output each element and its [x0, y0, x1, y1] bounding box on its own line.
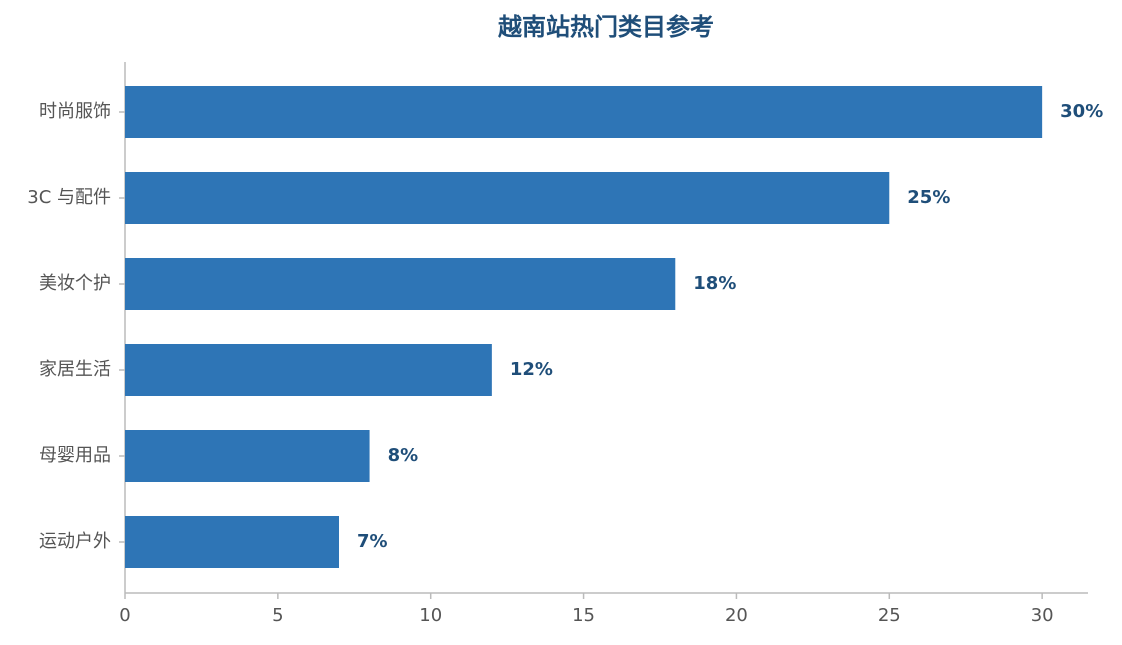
y-tick-label: 母婴用品 — [39, 445, 111, 466]
x-tick-label: 25 — [878, 605, 901, 626]
value-label: 18% — [693, 273, 736, 294]
bar — [125, 430, 370, 482]
y-tick-label: 运动户外 — [39, 531, 111, 552]
x-tick-label: 0 — [119, 605, 130, 626]
chart-title: 越南站热门类目参考 — [498, 13, 714, 41]
x-tick-label: 5 — [272, 605, 283, 626]
value-label: 25% — [907, 187, 950, 208]
bar — [125, 516, 339, 568]
x-tick-label: 10 — [419, 605, 442, 626]
x-tick-label: 30 — [1031, 605, 1054, 626]
bar — [125, 172, 890, 224]
value-label: 7% — [357, 531, 388, 552]
y-tick-label: 美妆个护 — [39, 273, 111, 294]
x-tick-label: 20 — [725, 605, 748, 626]
y-tick-label: 3C 与配件 — [27, 187, 111, 208]
bar — [125, 258, 676, 310]
y-tick-label: 家居生活 — [39, 359, 111, 380]
bar — [125, 86, 1043, 138]
value-label: 30% — [1060, 101, 1103, 122]
value-label: 8% — [388, 445, 419, 466]
y-tick-label: 时尚服饰 — [39, 101, 111, 122]
value-label: 12% — [510, 359, 553, 380]
x-tick-label: 15 — [572, 605, 595, 626]
bar — [125, 344, 492, 396]
